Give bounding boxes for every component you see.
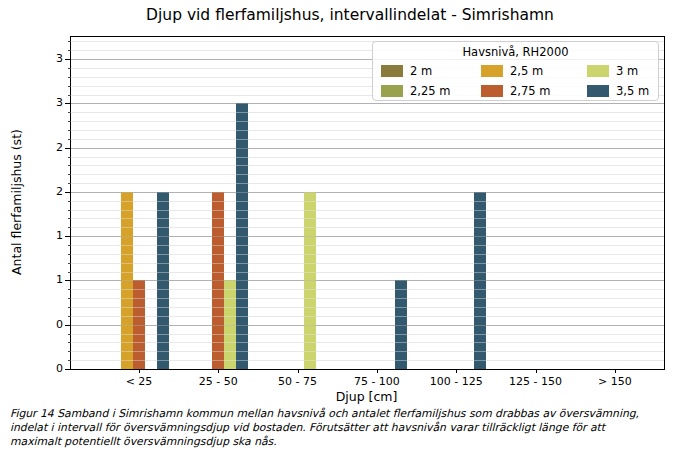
legend-title: Havsnivå, RH2000: [381, 45, 650, 59]
legend-color-swatch: [381, 65, 403, 77]
y-tick-mark-minor: [68, 95, 72, 96]
figure-caption: Figur 14 Samband i Simrishamn kommun mel…: [10, 407, 698, 449]
y-tick-mark-minor: [68, 351, 72, 352]
y-tick-label: 0: [35, 362, 63, 376]
y-tick-mark-minor: [68, 130, 72, 131]
y-tick-mark: [65, 59, 71, 60]
legend-entry-label: 2,75 m: [510, 84, 550, 98]
figure-caption-line: maximalt potentiellt översvämningsdjup s…: [10, 435, 698, 449]
y-tick-mark-minor: [68, 210, 72, 211]
y-tick-mark-minor: [68, 316, 72, 317]
y-tick-mark-minor: [68, 263, 72, 264]
x-tick-label: 100 - 125: [411, 375, 501, 388]
y-tick-mark-minor: [68, 183, 72, 184]
y-tick-mark-minor: [68, 157, 72, 158]
y-tick-label: 0: [35, 318, 63, 332]
x-tick-mark: [536, 369, 537, 373]
legend-entries: 2 m 2,25 m 2,5 m 2,75 m 3 m 3,5 m: [381, 61, 658, 101]
legend-color-swatch: [587, 65, 609, 77]
y-tick-mark-minor: [68, 254, 72, 255]
legend-entry: 3 m: [587, 61, 658, 81]
y-tick-mark-minor: [68, 218, 72, 219]
legend-color-swatch: [587, 85, 609, 97]
legend: Havsnivå, RH2000 2 m 2,25 m 2,5 m 2,75 m 3 m…: [372, 41, 659, 101]
y-tick-mark-minor: [68, 342, 72, 343]
legend-entry: 2 m: [381, 61, 481, 81]
x-tick-label: 50 - 75: [253, 375, 343, 388]
y-axis-label: Antal flerfamiljshus (st): [9, 36, 25, 368]
y-tick-label: 1: [35, 229, 63, 243]
y-tick-mark: [65, 280, 71, 281]
y-tick-mark: [65, 369, 71, 370]
legend-entry: 3,5 m: [587, 81, 658, 101]
figure-caption-line: indelat i intervall för översvämningsdju…: [10, 421, 698, 435]
y-tick-label: 3: [35, 52, 63, 66]
y-tick-mark-minor: [68, 174, 72, 175]
y-tick-label: 3: [35, 96, 63, 110]
x-tick-label: 125 - 150: [491, 375, 581, 388]
y-tick-mark-minor: [68, 165, 72, 166]
x-tick-mark: [615, 369, 616, 373]
y-tick-mark-minor: [68, 41, 72, 42]
x-tick-mark: [218, 369, 219, 373]
y-tick-mark: [65, 325, 71, 326]
y-tick-mark-minor: [68, 227, 72, 228]
y-tick-mark-minor: [68, 289, 72, 290]
x-tick-mark: [139, 369, 140, 373]
y-tick-label: 2: [35, 141, 63, 155]
legend-entry-label: 3 m: [616, 64, 638, 78]
x-tick-label: 75 - 100: [332, 375, 422, 388]
x-tick-label: < 25: [94, 375, 184, 388]
x-axis-label: Djup [cm]: [70, 389, 663, 404]
y-tick-label: 1: [35, 273, 63, 287]
legend-entry: 2,5 m: [481, 61, 587, 81]
legend-entry: 2,75 m: [481, 81, 587, 101]
legend-entry-label: 2,5 m: [510, 64, 543, 78]
y-tick-mark-minor: [68, 68, 72, 69]
legend-entry-label: 3,5 m: [616, 84, 649, 98]
y-tick-mark-minor: [68, 139, 72, 140]
legend-entry-label: 2,25 m: [410, 84, 450, 98]
y-tick-mark-minor: [68, 50, 72, 51]
y-tick-mark-minor: [68, 245, 72, 246]
y-tick-mark: [65, 192, 71, 193]
y-tick-mark-minor: [68, 86, 72, 87]
legend-color-swatch: [481, 65, 503, 77]
x-tick-mark: [377, 369, 378, 373]
x-tick-label: 25 - 50: [173, 375, 263, 388]
y-tick-mark-minor: [68, 201, 72, 202]
y-tick-mark-minor: [68, 360, 72, 361]
chart-title: Djup vid flerfamiljshus, intervallindela…: [0, 6, 700, 24]
y-tick-mark-minor: [68, 77, 72, 78]
y-tick-mark: [65, 103, 71, 104]
y-tick-mark-minor: [68, 298, 72, 299]
legend-entry: 2,25 m: [381, 81, 481, 101]
y-tick-mark: [65, 236, 71, 237]
figure-caption-line: Figur 14 Samband i Simrishamn kommun mel…: [10, 407, 698, 421]
y-tick-mark: [65, 148, 71, 149]
x-tick-mark: [456, 369, 457, 373]
x-tick-label: > 150: [570, 375, 660, 388]
legend-color-swatch: [481, 85, 503, 97]
x-tick-mark: [298, 369, 299, 373]
y-tick-mark-minor: [68, 121, 72, 122]
y-tick-label: 2: [35, 185, 63, 199]
y-tick-mark-minor: [68, 307, 72, 308]
legend-entry-label: 2 m: [410, 64, 432, 78]
y-tick-mark-minor: [68, 334, 72, 335]
y-tick-mark-minor: [68, 112, 72, 113]
legend-color-swatch: [381, 85, 403, 97]
y-tick-mark-minor: [68, 272, 72, 273]
